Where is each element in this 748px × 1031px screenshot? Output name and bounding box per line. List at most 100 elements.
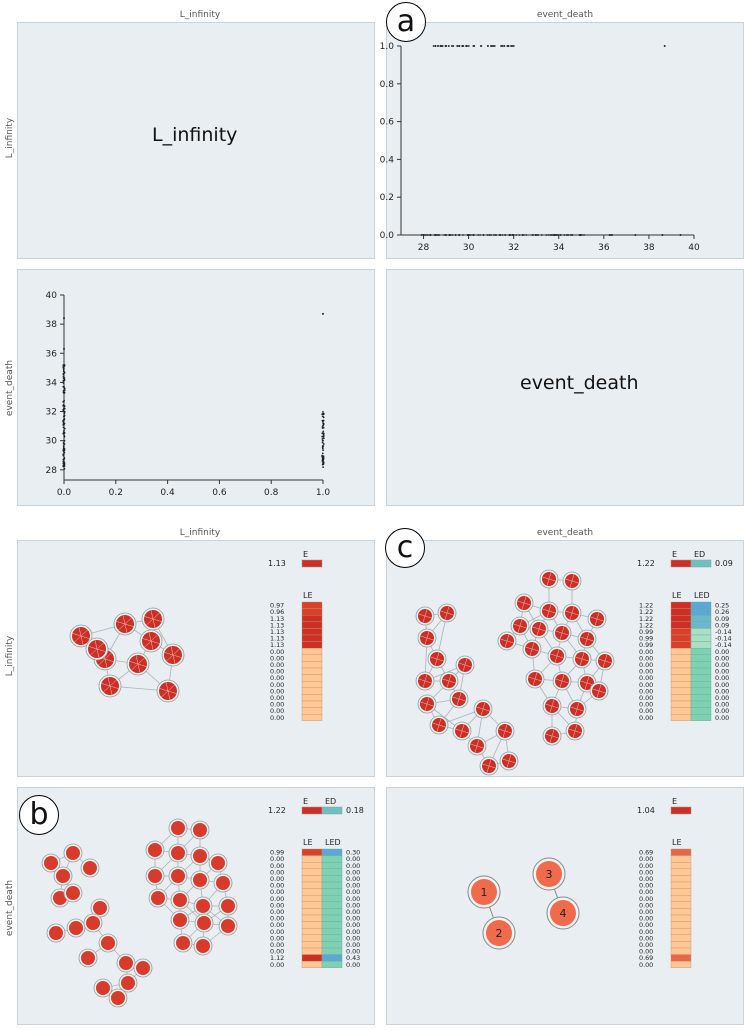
scatter-point	[321, 463, 324, 466]
scatter-bottom-left-svg: 0.0 0.2 0.4 0.6 0.8 1.0 28 30 32 34 36 38 40	[46, 291, 331, 498]
scatter-point	[322, 443, 325, 445]
graph-node-slice	[135, 655, 139, 665]
scatter-point	[449, 234, 452, 236]
graph-node-slice	[464, 664, 472, 668]
row-label-l-infinity-bottom: L_infinity	[5, 635, 15, 677]
graph-node	[536, 861, 562, 887]
graph-node-slice	[446, 606, 450, 614]
graph-node	[136, 961, 150, 975]
graph-node-slice	[442, 678, 450, 682]
graph-node-slice	[470, 743, 478, 747]
legend-le-value: 0.00	[270, 895, 284, 903]
legend-le-value: 0.00	[270, 921, 284, 929]
scatter-point	[569, 234, 572, 236]
scatter-point	[608, 234, 611, 236]
panel-scatter-bottom-left[interactable]: 0.0 0.2 0.4 0.6 0.8 1.0 28 30 32 34 36 38 40	[17, 269, 375, 506]
legend-le-value: 0.00	[639, 901, 653, 909]
scatter-point	[62, 431, 65, 434]
graph-node-slice	[438, 724, 446, 728]
x-tick-label: 38	[643, 243, 655, 253]
graph-node-slice	[561, 626, 565, 634]
scatter-point	[490, 234, 493, 236]
scatter-point	[63, 371, 66, 374]
graph-node-slice	[534, 678, 542, 682]
legend-le-value: 0.00	[270, 707, 284, 715]
graph-node	[196, 899, 210, 913]
scatter-point	[322, 432, 325, 435]
scatter-point	[63, 427, 66, 430]
legend-le-value: 0.00	[270, 868, 284, 876]
legend-led-value: 0.00	[715, 654, 729, 662]
legend-le-cell	[301, 875, 323, 883]
scatter-point	[494, 234, 497, 236]
badge-c: c	[385, 528, 425, 568]
legend-le-value: 0.00	[639, 888, 653, 896]
graph-node-slice	[521, 602, 525, 610]
panel-mapper-c[interactable]: E 1.22 ED 0.09 LE LED 1.22 0.25 1.22 0.26 1.22 0.09…	[386, 540, 744, 777]
graph-node-slice	[152, 618, 162, 622]
legend-led-cell	[690, 707, 712, 715]
legend-led-cell	[690, 661, 712, 669]
graph-node-slice	[440, 610, 448, 614]
graph-node	[111, 991, 125, 1005]
row-label-l-infinity-top: L_infinity	[5, 117, 15, 159]
graph-node-slice	[568, 728, 576, 732]
legend-led-value: 0.00	[715, 694, 729, 702]
scatter-point	[322, 435, 325, 438]
y-tick-label: 0.4	[380, 155, 395, 165]
scatter-point	[63, 410, 66, 413]
legend-le-value: 0.99	[639, 635, 653, 643]
graph-node-slice	[448, 680, 456, 684]
graph-node-slice	[579, 658, 583, 666]
graph-node-slice	[575, 656, 583, 660]
legend-le-cell	[301, 661, 323, 669]
graph-node-slice	[104, 658, 114, 662]
panel-scatter-top-right[interactable]: 28 30 32 34 36 38 40 0.0 0.2 0.4 0.6 0.8 1.0	[380, 22, 744, 259]
scatter-point	[62, 454, 65, 457]
legend-le-value: 0.00	[270, 668, 284, 676]
scatter-point	[62, 370, 65, 373]
scatter-point	[451, 234, 454, 236]
scatter-point	[611, 234, 614, 236]
legend-le-cell	[301, 628, 323, 636]
legend-le-value: 0.00	[639, 915, 653, 923]
graph-node-slice	[172, 654, 182, 658]
graph-node-slice	[456, 698, 460, 706]
scatter-point	[63, 463, 66, 466]
scatter-point	[322, 466, 325, 468]
scatter-top-right-svg: 28 30 32 34 36 38 40 0.0 0.2 0.4 0.6 0.8 1.0	[380, 42, 700, 253]
graph-node-slice	[486, 765, 490, 773]
x-tick-label: 0.8	[264, 488, 279, 498]
col-title-event-death-top: event_death	[536, 10, 594, 20]
graph-node-slice	[422, 680, 426, 688]
panel-diag-event-death[interactable]: event_death	[386, 269, 744, 506]
legend-le-value: 0.00	[639, 648, 653, 656]
graph-node	[221, 899, 235, 913]
graph-node	[173, 893, 187, 907]
legend-le-cell	[670, 628, 692, 636]
panel-diag-l-infinity[interactable]: L_infinity	[17, 22, 375, 259]
legend-le-cell	[301, 707, 323, 715]
legend-le-value: 0.00	[639, 948, 653, 956]
legend-led-cell	[321, 947, 343, 955]
legend-le-cell	[670, 654, 692, 662]
panel-mapper-b[interactable]: E 1.22 ED 0.18 LE LED 0.99 0.30 0.00 0.00 0.00 0.00…	[17, 787, 375, 1025]
scatter-point	[322, 437, 325, 440]
scatter-point	[422, 234, 425, 236]
graph-node-slice	[598, 658, 606, 662]
legend-le-cell	[670, 868, 692, 876]
legend-le-cell	[301, 914, 323, 922]
panel-mapper-l-infinity[interactable]: E 1.13 LE 0.97 0.96 1.13 1.13 1.13 1.13 1.13 0.00 0…	[17, 540, 375, 777]
legend-le-cell	[670, 634, 692, 642]
scatter-point	[322, 422, 325, 425]
mapper-c-svg: E 1.22 ED 0.09 LE LED 1.22 0.25 1.22 0.26 1.22 0.09…	[415, 550, 733, 776]
legend-le-value: 1.13	[270, 621, 284, 629]
graph-node-slice	[561, 674, 565, 682]
scatter-point	[444, 45, 447, 47]
graph-node-slice	[542, 608, 550, 612]
graph-node-slice	[142, 638, 152, 642]
scatter-point	[545, 234, 548, 236]
legend-le-title: LE	[303, 591, 313, 600]
legend-led-value: 0.00	[346, 868, 360, 876]
panel-mapper-small[interactable]: 1 2 3 4 E 1.04 LE 0.69 0.00 0.00 0.00 0.00 0.00 0.00 0…	[386, 787, 744, 1025]
